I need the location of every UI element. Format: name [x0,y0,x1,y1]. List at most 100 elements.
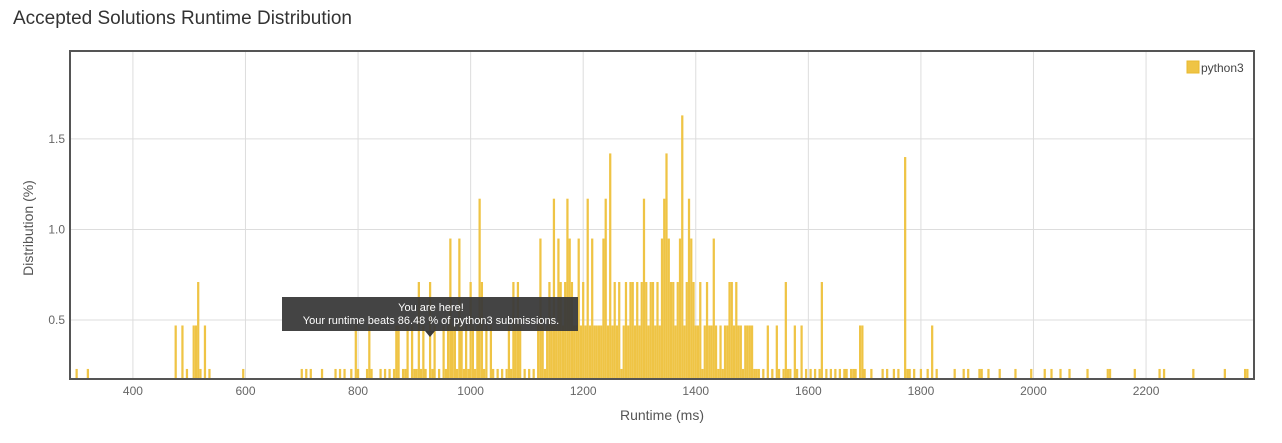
histogram-bar[interactable] [368,325,371,378]
histogram-bar[interactable] [365,368,369,378]
histogram-bar[interactable] [897,368,900,378]
histogram-bar[interactable] [834,368,837,378]
histogram-bar[interactable] [550,325,553,378]
histogram-bar[interactable] [1030,368,1033,378]
histogram-bar[interactable] [755,368,758,378]
histogram-bar[interactable] [728,282,731,378]
histogram-bar[interactable] [334,368,337,378]
histogram-bar[interactable] [717,368,720,378]
histogram-bar[interactable] [771,368,774,378]
histogram-bar[interactable] [604,198,607,378]
histogram-bar[interactable] [627,325,630,378]
histogram-bar[interactable] [624,282,628,378]
histogram-bar[interactable] [476,325,479,378]
histogram-bar[interactable] [629,282,632,378]
histogram-bar[interactable] [1108,368,1112,378]
histogram-bar[interactable] [555,325,558,378]
histogram-bar[interactable] [532,368,535,378]
histogram-bar[interactable] [687,198,691,378]
histogram-bar[interactable] [730,282,733,378]
histogram-bar[interactable] [683,325,686,378]
histogram-bar[interactable] [737,325,740,378]
histogram-bar[interactable] [566,198,569,378]
histogram-bar[interactable] [645,282,648,378]
histogram-bar[interactable] [744,325,747,378]
histogram-bar[interactable] [579,325,583,378]
histogram-bar[interactable] [967,368,970,378]
histogram-bar[interactable] [861,325,864,378]
histogram-bar[interactable] [181,325,184,378]
histogram-bar[interactable] [746,325,749,378]
histogram-bar[interactable] [757,368,760,378]
histogram-bar[interactable] [410,325,414,378]
histogram-bar[interactable] [446,325,450,378]
histogram-bar[interactable] [721,368,724,378]
histogram-bar[interactable] [419,368,423,378]
histogram-bar[interactable] [309,368,312,378]
histogram-bar[interactable] [656,282,659,378]
histogram-bar[interactable] [654,325,657,378]
histogram-bar[interactable] [528,368,531,378]
histogram-bar[interactable] [777,368,781,378]
histogram-bar[interactable] [537,325,540,378]
histogram-bar[interactable] [638,325,641,378]
histogram-bar[interactable] [818,368,821,378]
histogram-bar[interactable] [813,368,817,378]
histogram-bar[interactable] [665,153,668,378]
histogram-bar[interactable] [786,368,790,378]
histogram-bar[interactable] [701,368,704,378]
histogram-bar[interactable] [1050,368,1053,378]
histogram-bar[interactable] [672,282,675,378]
histogram-bar[interactable] [620,368,623,378]
histogram-bar[interactable] [600,325,603,378]
histogram-bar[interactable] [775,325,778,378]
histogram-bar[interactable] [395,325,398,378]
histogram-bar[interactable] [748,325,751,378]
histogram-bar[interactable] [843,368,846,378]
histogram-bar[interactable] [1014,368,1017,378]
histogram-bar[interactable] [383,368,387,378]
histogram-bar[interactable] [1068,368,1071,378]
histogram-bar[interactable] [804,368,808,378]
histogram-bar[interactable] [714,325,718,378]
histogram-bar[interactable] [507,325,511,378]
histogram-bar[interactable] [496,368,499,378]
histogram-bar[interactable] [694,325,697,378]
histogram-bar[interactable] [379,368,382,378]
histogram-bar[interactable] [485,325,488,378]
histogram-bar[interactable] [370,368,373,378]
histogram-bar[interactable] [584,325,587,378]
histogram-bar[interactable] [633,325,637,378]
histogram-bar[interactable] [1106,368,1109,378]
histogram-bar[interactable] [388,368,391,378]
histogram-bar[interactable] [354,325,357,378]
histogram-bar[interactable] [338,368,342,378]
histogram-bar[interactable] [825,368,828,378]
histogram-bar[interactable] [784,282,787,378]
histogram-bar[interactable] [669,282,673,378]
histogram-bar[interactable] [591,238,594,378]
histogram-bar[interactable] [793,325,796,378]
histogram-bar[interactable] [1243,368,1247,378]
histogram-bar[interactable] [86,368,90,378]
histogram-bar[interactable] [980,368,983,378]
histogram-bar[interactable] [1162,368,1166,378]
histogram-bar[interactable] [415,368,418,378]
histogram-bar[interactable] [732,325,736,378]
histogram-bar[interactable] [552,198,556,378]
histogram-bar[interactable] [305,368,308,378]
histogram-bar[interactable] [442,325,445,378]
histogram-bar[interactable] [913,368,916,378]
histogram-bar[interactable] [474,368,477,378]
histogram-bar[interactable] [904,157,907,378]
histogram-bar[interactable] [795,368,799,378]
histogram-bar[interactable] [510,368,513,378]
histogram-bar[interactable] [881,368,884,378]
histogram-bar[interactable] [631,282,634,378]
histogram-bar[interactable] [543,368,547,378]
histogram-bar[interactable] [618,282,621,378]
histogram-bar[interactable] [735,282,738,378]
histogram-bar[interactable] [356,368,360,378]
histogram-bar[interactable] [892,368,896,378]
histogram-bar[interactable] [595,325,598,378]
